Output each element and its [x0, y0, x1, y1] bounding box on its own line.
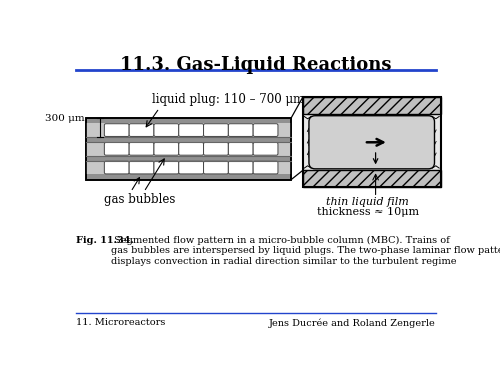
Bar [303, 114, 440, 171]
FancyBboxPatch shape [309, 116, 434, 169]
FancyBboxPatch shape [228, 161, 253, 174]
FancyBboxPatch shape [154, 142, 179, 155]
Bar [86, 123, 291, 137]
FancyBboxPatch shape [253, 161, 278, 174]
FancyBboxPatch shape [129, 142, 154, 155]
FancyBboxPatch shape [104, 142, 129, 155]
FancyBboxPatch shape [129, 161, 154, 174]
Bar [303, 171, 440, 187]
Text: 11. Microreactors: 11. Microreactors [76, 318, 166, 327]
FancyBboxPatch shape [179, 142, 204, 155]
FancyBboxPatch shape [129, 124, 154, 137]
FancyBboxPatch shape [228, 124, 253, 137]
FancyBboxPatch shape [179, 124, 204, 137]
FancyBboxPatch shape [228, 142, 253, 155]
Text: Jens Ducrée and Roland Zengerle: Jens Ducrée and Roland Zengerle [270, 318, 436, 328]
Bar [303, 97, 440, 114]
Text: liquid plug: 110 – 700 μm: liquid plug: 110 – 700 μm [152, 94, 304, 107]
Text: 300 μm: 300 μm [44, 114, 84, 123]
Bar [303, 97, 440, 187]
Text: thin liquid film: thin liquid film [326, 197, 409, 207]
Text: 11.3. Gas-Liquid Reactions: 11.3. Gas-Liquid Reactions [120, 56, 392, 74]
FancyBboxPatch shape [204, 142, 229, 155]
Text: gas bubbles: gas bubbles [104, 193, 176, 206]
Text: Segmented flow pattern in a micro-bubble column (MBC). Trains of
gas bubbles are: Segmented flow pattern in a micro-bubble… [110, 236, 500, 266]
Bar [86, 142, 291, 156]
FancyBboxPatch shape [204, 124, 229, 137]
FancyBboxPatch shape [154, 124, 179, 137]
FancyBboxPatch shape [204, 161, 229, 174]
Bar [86, 118, 291, 180]
Text: Fig. 11.34.: Fig. 11.34. [76, 236, 134, 245]
FancyBboxPatch shape [179, 161, 204, 174]
Text: thickness ≈ 10μm: thickness ≈ 10μm [317, 206, 419, 217]
FancyBboxPatch shape [104, 161, 129, 174]
Bar [86, 118, 291, 180]
FancyBboxPatch shape [253, 142, 278, 155]
FancyBboxPatch shape [104, 124, 129, 137]
FancyBboxPatch shape [154, 161, 179, 174]
FancyBboxPatch shape [253, 124, 278, 137]
Bar [86, 161, 291, 174]
